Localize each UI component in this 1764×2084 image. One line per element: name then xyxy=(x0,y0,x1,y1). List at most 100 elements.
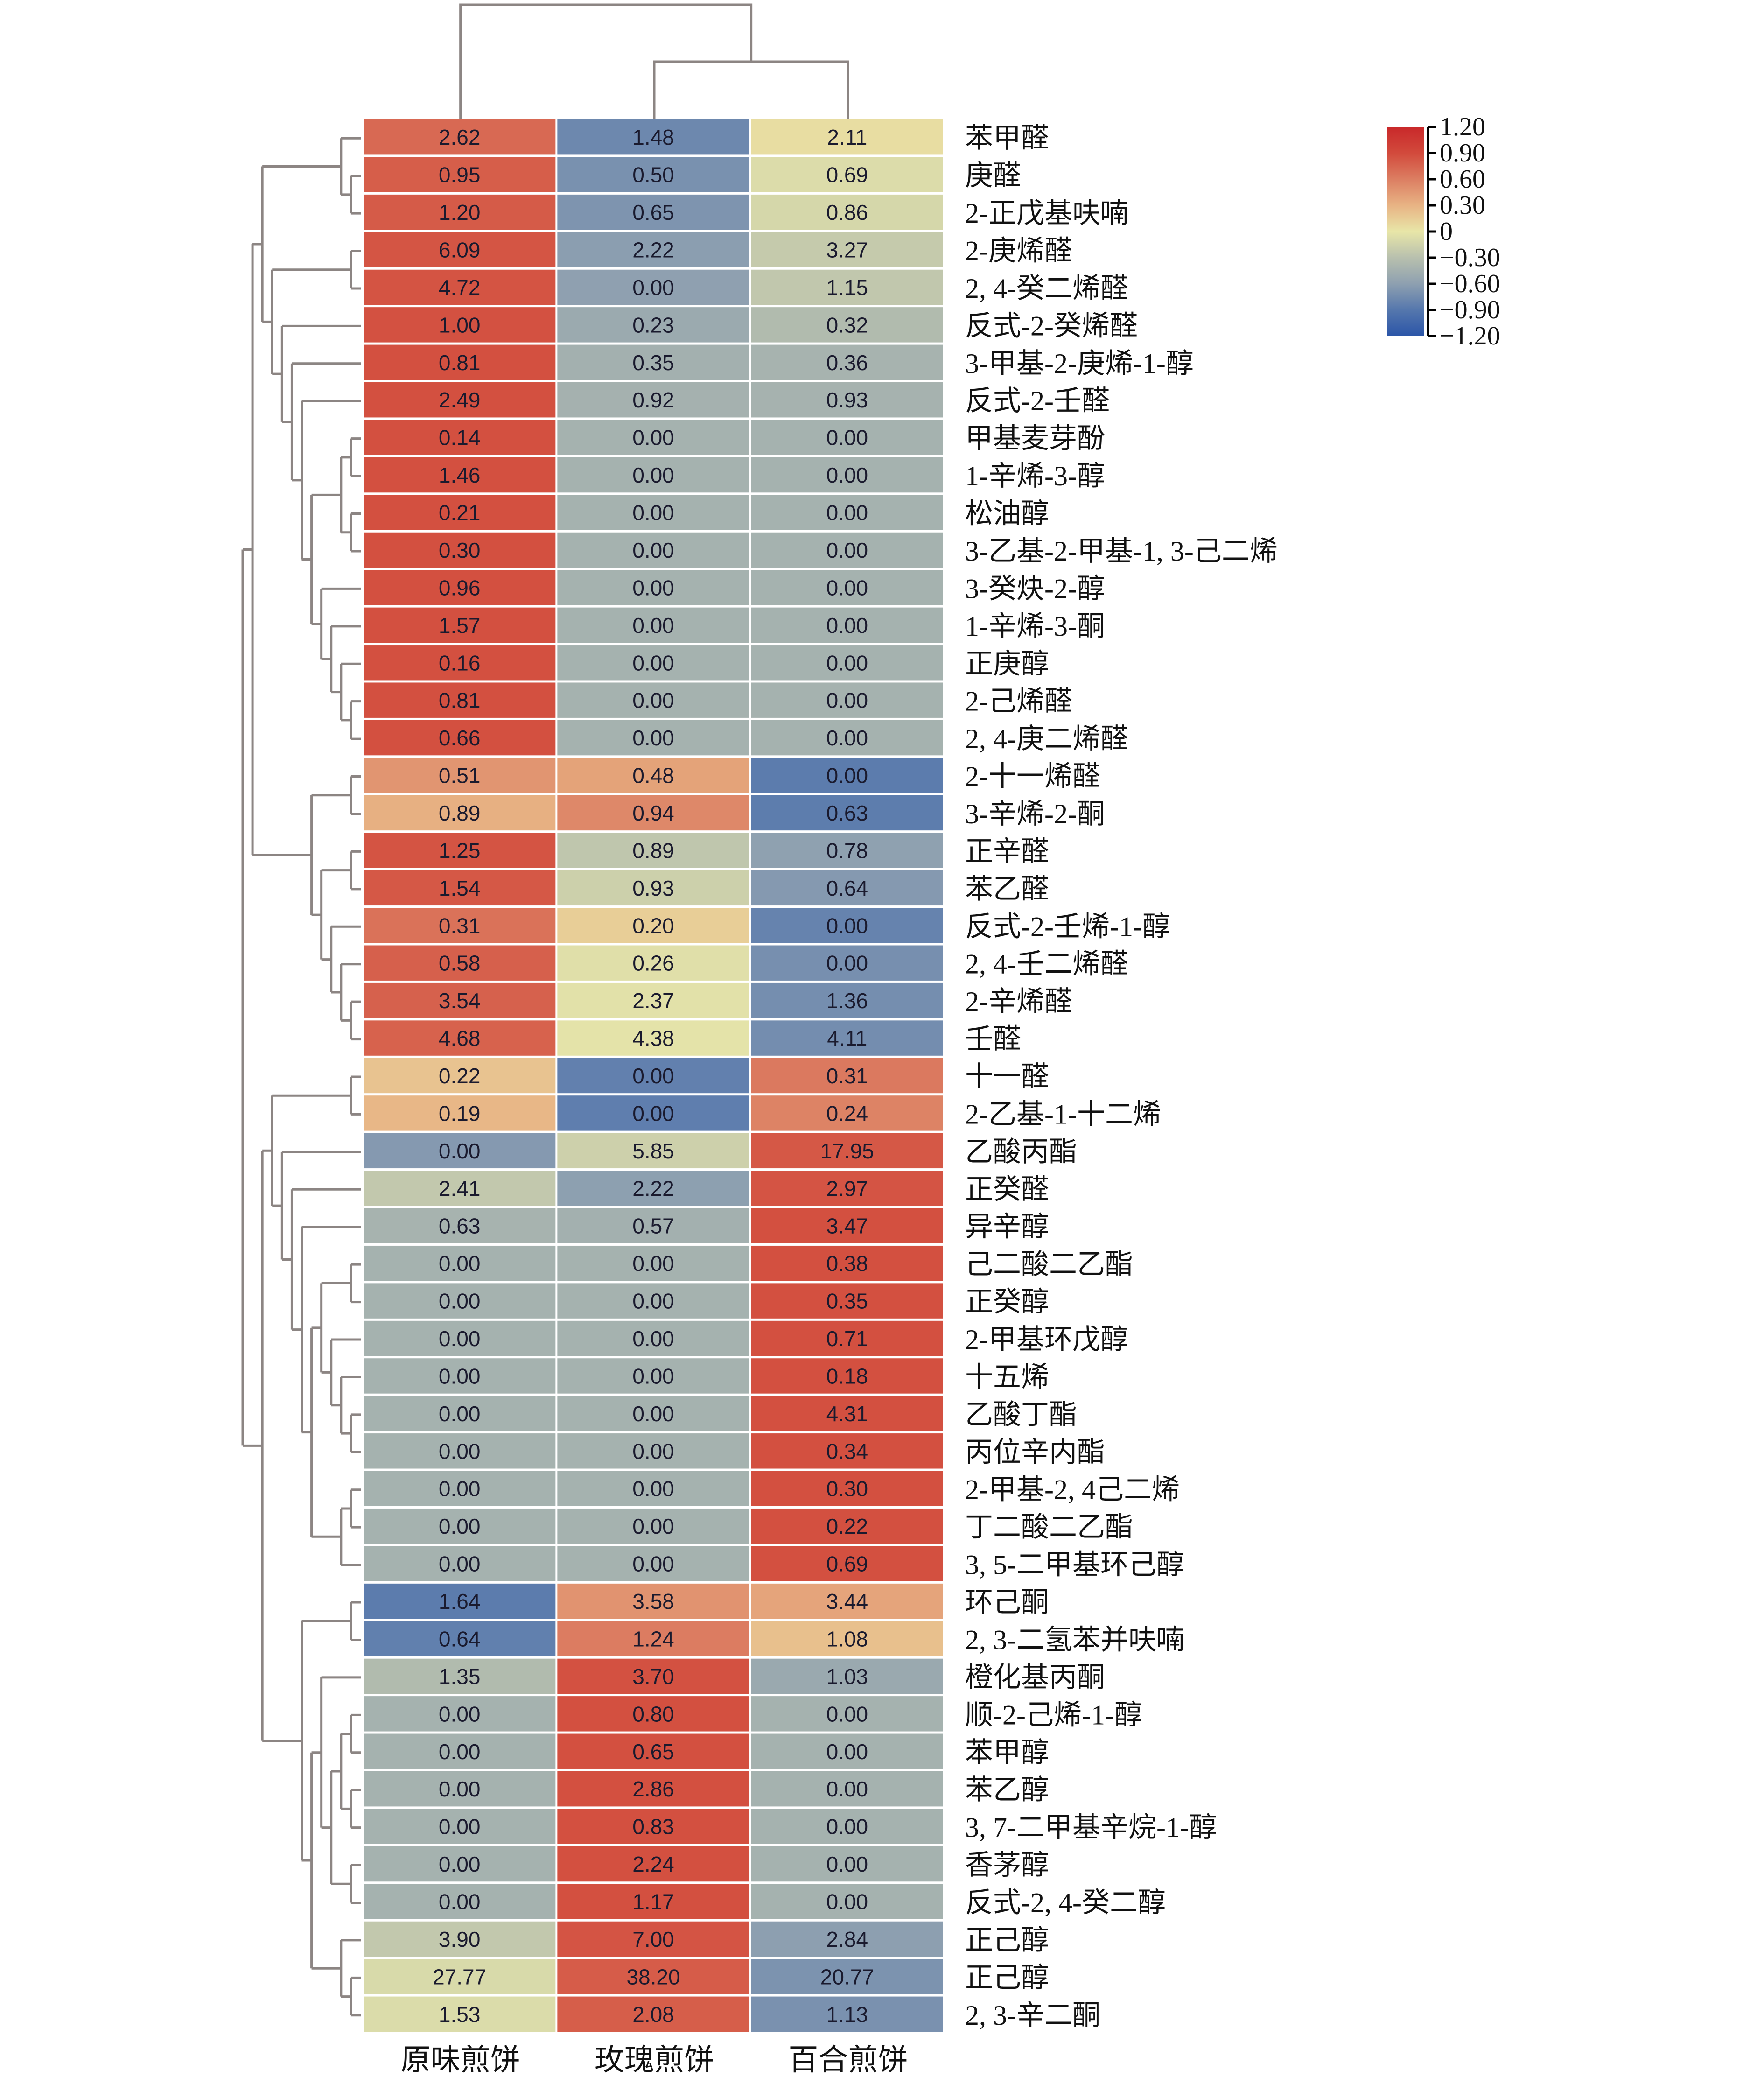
cell-value: 0.00 xyxy=(632,1402,674,1426)
row-label: 3-乙基-2-甲基-1, 3-己二烯 xyxy=(965,536,1278,567)
heatmap-cell xyxy=(751,1658,943,1694)
heatmap-cell xyxy=(751,1583,943,1619)
heatmap-cell xyxy=(751,870,943,906)
row-label: 苯甲醇 xyxy=(965,1737,1049,1768)
cell-value: 3.44 xyxy=(826,1589,868,1614)
cell-value: 0.19 xyxy=(439,1101,481,1125)
row-dendrogram-branch xyxy=(350,1263,361,1304)
row-dendrogram-branch xyxy=(350,175,361,215)
heatmap-cell xyxy=(751,307,943,343)
cell-value: 0.24 xyxy=(826,1101,868,1125)
heatmap-cell xyxy=(364,157,556,192)
cell-value: 0.51 xyxy=(439,764,481,788)
heatmap-cell xyxy=(751,269,943,305)
heatmap-cell xyxy=(557,870,749,906)
cell-value: 2.49 xyxy=(439,388,481,412)
cell-value: 0.00 xyxy=(632,575,674,600)
cell-value: 0.00 xyxy=(439,1439,481,1463)
column-label: 百合煎饼 xyxy=(788,2043,908,2077)
heatmap-cell xyxy=(751,758,943,793)
cell-value: 0.00 xyxy=(632,1552,674,1576)
cell-value: 2.62 xyxy=(439,125,481,149)
cell-value: 2.22 xyxy=(632,1176,674,1200)
heatmap-cell xyxy=(557,1245,749,1281)
cell-value: 0.00 xyxy=(826,1777,868,1801)
heatmap-cell xyxy=(364,570,556,605)
heatmap-cell xyxy=(751,382,943,418)
heatmap-cell xyxy=(364,833,556,868)
cell-value: 2.97 xyxy=(826,1176,868,1200)
heatmap-cell xyxy=(557,457,749,493)
heatmap-cell xyxy=(751,1095,943,1131)
row-label: 香茅醇 xyxy=(965,1850,1049,1881)
heatmap-cells: 2.62 1.48 2.11 0.95 0.50 0.69 1.20 0.65 0.86 6.09… xyxy=(364,119,943,2032)
cell-value: 1.15 xyxy=(826,275,868,300)
cell-value: 0.89 xyxy=(439,801,481,825)
cell-value: 0.00 xyxy=(826,1889,868,1914)
cell-value: 0.69 xyxy=(826,163,868,187)
heatmap-cell xyxy=(364,420,556,455)
cell-value: 0.38 xyxy=(826,1251,868,1276)
cell-value: 2.24 xyxy=(632,1852,674,1876)
row-label: 甲基麦芽酚 xyxy=(965,423,1105,454)
cell-value: 0.00 xyxy=(439,1402,481,1426)
cell-value: 0.00 xyxy=(632,1251,674,1276)
cell-value: 0.00 xyxy=(439,1326,481,1351)
cell-value: 1.57 xyxy=(439,613,481,638)
heatmap-cell xyxy=(751,1433,943,1469)
heatmap-cell xyxy=(364,1621,556,1656)
heatmap-cell xyxy=(557,720,749,756)
heatmap-cell xyxy=(751,1771,943,1807)
cell-value: 0.65 xyxy=(632,200,674,225)
cell-value: 0.36 xyxy=(826,351,868,375)
cell-value: 0.26 xyxy=(632,951,674,975)
heatmap-cell xyxy=(751,1171,943,1206)
row-label: 2-己烯醛 xyxy=(965,686,1072,717)
heatmap-cell xyxy=(364,1846,556,1882)
row-dendrogram-branch xyxy=(320,869,351,961)
row-label: 十一醛 xyxy=(965,1061,1049,1092)
heatmap-cell xyxy=(751,1471,943,1506)
heatmap-cell xyxy=(557,194,749,230)
cell-value: 1.36 xyxy=(826,989,868,1013)
heatmap-cell xyxy=(751,1020,943,1056)
heatmap-cell xyxy=(364,1546,556,1581)
heatmap-cell xyxy=(557,1546,749,1581)
cell-value: 3.54 xyxy=(439,989,481,1013)
row-label: 壬醛 xyxy=(965,1024,1021,1055)
heatmap-cell xyxy=(364,1245,556,1281)
heatmap-cell xyxy=(364,1283,556,1319)
heatmap-cell xyxy=(364,1809,556,1844)
heatmap-cell xyxy=(364,1433,556,1469)
heatmap-cell xyxy=(364,382,556,418)
heatmap-cell xyxy=(751,532,943,568)
column-dendrogram-branches xyxy=(459,3,849,119)
heatmap-cell xyxy=(557,1771,749,1807)
heatmap-cell xyxy=(751,457,943,493)
heatmap-cell xyxy=(364,1396,556,1431)
heatmap-cell xyxy=(557,1471,749,1506)
cell-value: 0.21 xyxy=(439,501,481,525)
heatmap-cell xyxy=(364,307,556,343)
cell-value: 27.77 xyxy=(433,1965,486,1989)
heatmap-cell xyxy=(751,1508,943,1544)
cell-value: 0.96 xyxy=(439,575,481,600)
cell-value: 0.00 xyxy=(826,1815,868,1839)
heatmap-cell xyxy=(557,833,749,868)
heatmap-cell xyxy=(364,720,556,756)
cell-value: 0.00 xyxy=(826,726,868,750)
cell-value: 3.27 xyxy=(826,238,868,262)
heatmap-cell xyxy=(751,1996,943,2032)
cell-value: 0.66 xyxy=(439,726,481,750)
heatmap-cell xyxy=(751,682,943,718)
colorbar-tick-label: −0.90 xyxy=(1440,295,1500,324)
row-label: 3-辛烯-2-酮 xyxy=(965,799,1105,829)
row-label: 2-正戊基呋喃 xyxy=(965,198,1128,229)
cell-value: 1.64 xyxy=(439,1589,481,1614)
row-dendrogram-branch xyxy=(350,512,361,553)
column-label: 原味煎饼 xyxy=(401,2043,520,2077)
cell-value: 0.00 xyxy=(826,575,868,600)
heatmap-cell xyxy=(557,1996,749,2032)
row-label: 正癸醛 xyxy=(965,1174,1049,1205)
cell-value: 0.00 xyxy=(632,1289,674,1313)
